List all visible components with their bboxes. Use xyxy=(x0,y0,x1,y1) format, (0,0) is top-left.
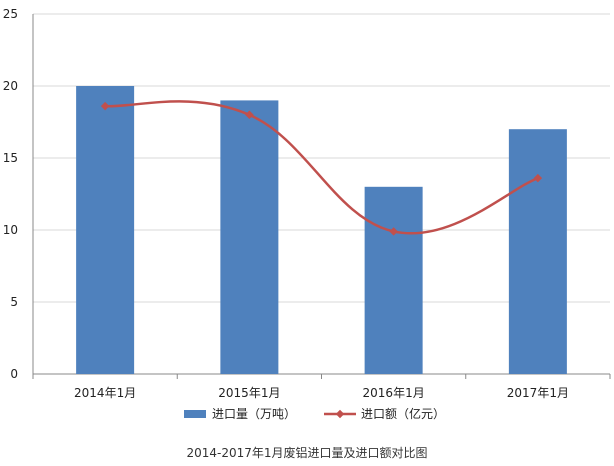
y-tick-labels: 0 5 10 15 20 25 xyxy=(3,7,18,381)
y-tick-label: 20 xyxy=(3,79,18,93)
x-tick-label: 2014年1月 xyxy=(74,386,136,400)
y-tick-label: 15 xyxy=(3,151,18,165)
y-tick-label: 10 xyxy=(3,223,18,237)
bar-import-volume xyxy=(364,186,423,374)
bar-import-volume xyxy=(220,100,279,375)
x-tick-label: 2017年1月 xyxy=(507,386,569,400)
line-import-value xyxy=(105,100,539,235)
x-tick-labels: 2014年1月 2015年1月 2016年1月 2017年1月 xyxy=(74,386,569,400)
chart-caption: 2014-2017年1月废铝进口量及进口额对比图 xyxy=(186,446,428,460)
line-series xyxy=(100,100,543,236)
line-point-import-value xyxy=(100,101,110,111)
line-point-import-value xyxy=(389,227,398,236)
y-tick-label: 0 xyxy=(10,367,18,381)
legend-label-import-volume: 进口量（万吨） xyxy=(212,407,296,421)
bar-import-volume xyxy=(508,129,567,374)
bar-import-volume xyxy=(76,86,135,374)
line-point-import-value xyxy=(245,110,254,120)
x-tick-label: 2015年1月 xyxy=(218,386,280,400)
legend-swatch-import-volume xyxy=(184,410,206,418)
x-tick-label: 2016年1月 xyxy=(363,386,425,400)
y-tick-label: 5 xyxy=(10,295,18,309)
legend-marker-import-value xyxy=(335,409,345,419)
y-tick-label: 25 xyxy=(3,7,18,21)
legend: 进口量（万吨） 进口额（亿元） xyxy=(184,406,445,421)
legend-label-import-value: 进口额（亿元） xyxy=(361,406,445,421)
bar-series xyxy=(76,86,567,375)
